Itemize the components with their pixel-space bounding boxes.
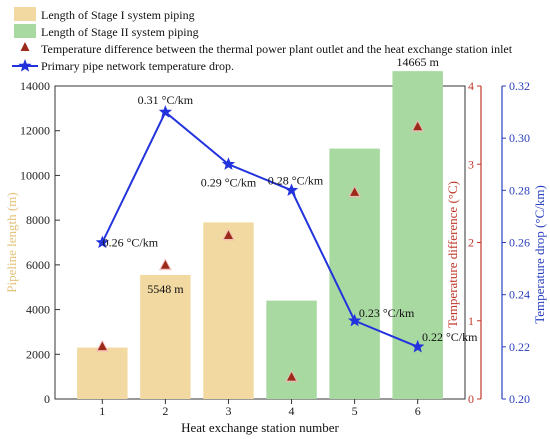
y-axis-left-tick-label: 4000 [26, 303, 50, 317]
y-axis-right-tick-label: 0.20 [509, 392, 530, 406]
temp-diff-marker [413, 121, 423, 131]
x-axis-tick-label: 2 [162, 404, 168, 418]
y-axis-left-tick-label: 2000 [26, 347, 50, 361]
temp-drop-value-label: 0.23 °C/km [359, 306, 415, 320]
y-axis-mid-title: Temperature difference (°C) [445, 181, 460, 328]
y-axis-mid-tick-label: 1 [468, 314, 474, 328]
y-axis-right-tick-label: 0.32 [509, 79, 530, 93]
temp-diff-marker [287, 372, 297, 381]
y-axis-left-tick-label: 10000 [20, 168, 50, 182]
temp-diff-marker [223, 230, 233, 239]
temp-drop-value-label: 0.22 °C/km [422, 330, 478, 344]
x-axis-tick-label: 1 [99, 404, 105, 418]
temp-drop-star-marker [158, 105, 173, 118]
temp-drop-star-marker [221, 157, 236, 170]
temp-drop-star-marker [95, 235, 109, 249]
y-axis-left-tick-label: 12000 [20, 124, 50, 138]
legend-swatch-stage2 [14, 24, 36, 38]
temp-drop-value-label: 0.26 °C/km [103, 236, 159, 250]
plot-area: 5548 m 14665 m 0.26 °C/km 0.31 °C/km 0.29 °C… [20, 55, 530, 418]
legend: Length of Stage I system piping Length o… [12, 7, 513, 73]
x-axis-title: Heat exchange station number [181, 420, 339, 435]
plot-frame [54, 85, 466, 400]
y-axis-right-title: Temperature drop (°C/km) [532, 185, 547, 324]
x-axis-tick-label: 3 [225, 404, 231, 418]
bar-stage1 [77, 347, 128, 399]
temp-diff-marker [97, 341, 107, 351]
y-axis-right-tick-label: 0.24 [509, 288, 530, 302]
temp-drop-star-marker [411, 339, 425, 353]
legend-star-icon [18, 59, 32, 72]
legend-triangle-icon [20, 42, 30, 51]
legend-label-stage2: Length of Stage II system piping [41, 25, 199, 39]
y-axis-right-tick-label: 0.28 [509, 183, 530, 197]
x-axis-tick-label: 5 [352, 404, 358, 418]
bar-value-label: 5548 m [147, 282, 184, 296]
bar-stage1 [203, 222, 254, 399]
bar-stage1 [140, 274, 191, 399]
y-axis-left-tick-label: 14000 [20, 79, 50, 93]
temp-diff-marker [160, 260, 170, 269]
y-axis-left-tick-label: 6000 [26, 258, 50, 272]
x-axis-tick-label: 6 [415, 404, 421, 418]
temp-drop-value-label: 0.29 °C/km [201, 175, 257, 189]
bar-value-label: 14665 m [397, 55, 440, 69]
legend-label-temp-diff: Temperature difference between the therm… [41, 42, 513, 56]
x-axis-tick-label: 4 [289, 404, 295, 418]
y-axis-mid-tick-label: 0 [468, 392, 474, 406]
y-axis-left-tick-label: 8000 [26, 213, 50, 227]
y-axis-mid-tick-label: 3 [468, 157, 474, 171]
y-axis-right-tick-label: 0.26 [509, 236, 530, 250]
legend-label-temp-drop: Primary pipe network temperature drop. [41, 59, 234, 73]
temp-drop-star-marker [284, 183, 299, 196]
y-axis-left-tick-label: 0 [44, 392, 50, 406]
y-axis-right-tick-label: 0.30 [509, 131, 530, 145]
y-axis-mid-tick-label: 2 [468, 236, 474, 250]
temp-drop-line [101, 110, 419, 348]
bar-stage2 [266, 300, 317, 399]
y-axis-mid-tick-label: 4 [468, 79, 474, 93]
legend-swatch-stage1 [14, 7, 36, 21]
temp-drop-value-label: 0.28 °C/km [268, 173, 324, 187]
legend-label-stage1: Length of Stage I system piping [41, 8, 195, 22]
y-axis-left-title: Pipeline length (m) [4, 192, 19, 292]
temp-drop-value-label: 0.31 °C/km [138, 93, 194, 107]
temp-diff-marker [350, 187, 360, 196]
y-axis-right-tick-label: 0.22 [509, 340, 530, 354]
temp-drop-star-marker [347, 313, 362, 327]
